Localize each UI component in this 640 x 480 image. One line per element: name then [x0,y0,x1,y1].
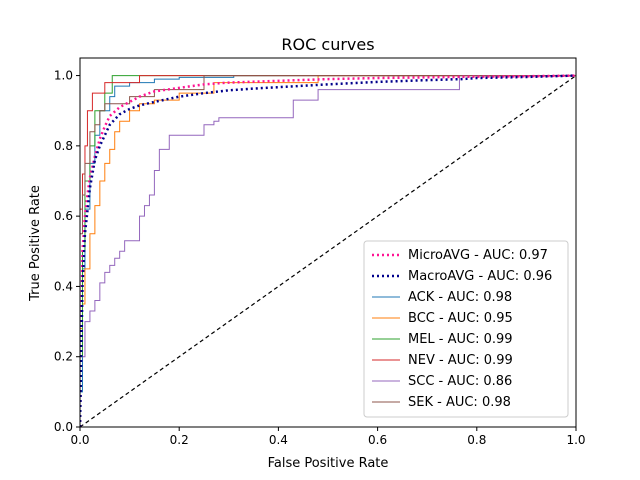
x-tick-label: 0.2 [170,433,189,447]
legend-label: NEV - AUC: 0.99 [408,353,513,368]
legend-box [363,240,569,418]
legend-label: MEL - AUC: 0.99 [408,332,513,347]
x-tick-label: 0.4 [269,433,288,447]
legend-label: MacroAVG - AUC: 0.96 [408,269,552,284]
x-tick-label: 0.8 [467,433,486,447]
y-tick-label: 0.4 [54,279,73,293]
series-line-microavg [80,74,576,427]
series-line-scc [80,75,576,427]
series-line-macroavg [80,74,576,427]
y-tick-label: 0.2 [54,350,73,364]
legend-label: BCC - AUC: 0.95 [408,311,513,326]
x-tick-label: 0.6 [368,433,387,447]
y-axis: 0.0 0.2 0.4 0.6 0.8 1.0 [54,69,80,434]
legend-label: MicroAVG - AUC: 0.97 [408,248,548,263]
plot-area [80,74,576,427]
x-tick-label: 1.0 [566,433,585,447]
y-axis-label: True Positive Rate [28,185,43,302]
legend: MicroAVG - AUC: 0.97 MacroAVG - AUC: 0.96… [363,240,569,418]
y-tick-label: 0.6 [54,209,73,223]
legend-label: SCC - AUC: 0.86 [408,374,512,389]
plot-frame [79,57,577,428]
y-tick-label: 0.8 [54,139,73,153]
legend-label: ACK - AUC: 0.98 [408,290,512,305]
x-axis-label: False Positive Rate [268,456,389,471]
diagonal-reference-line [80,75,576,427]
y-tick-label: 1.0 [54,69,73,83]
legend-label: SEK - AUC: 0.98 [408,395,511,410]
series-line-bcc [80,75,576,427]
x-tick-label: 0.0 [70,433,89,447]
y-tick-label: 0.0 [54,420,73,434]
chart-title: ROC curves [281,35,374,54]
x-axis: 0.0 0.2 0.4 0.6 0.8 1.0 [70,427,586,447]
